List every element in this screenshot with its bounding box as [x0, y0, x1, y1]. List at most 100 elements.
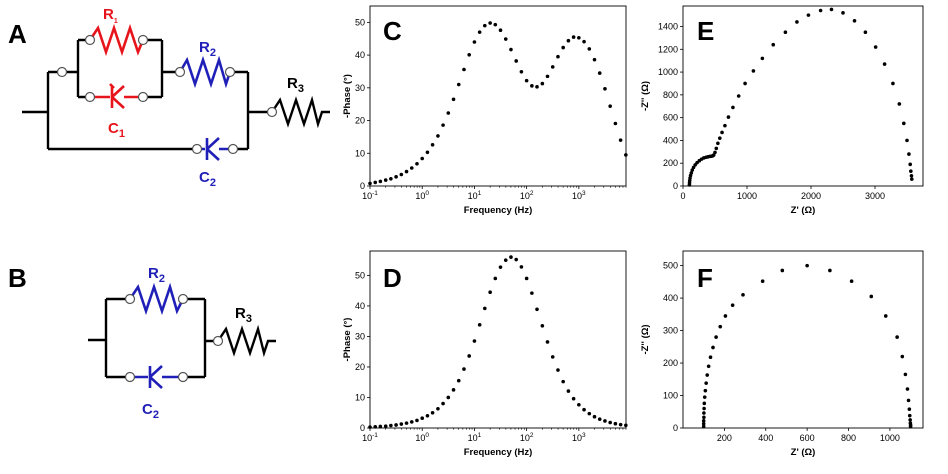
- data-point: [436, 134, 440, 138]
- y-tick-label: 400: [663, 135, 678, 145]
- data-point: [613, 121, 618, 126]
- data-point: [420, 416, 425, 421]
- data-point: [723, 314, 728, 318]
- data-point: [783, 30, 788, 35]
- data-point: [882, 62, 887, 66]
- x-tick-label: 100: [415, 190, 429, 201]
- data-point: [530, 291, 534, 295]
- label-b-r3: R3: [235, 305, 252, 325]
- data-point: [900, 354, 905, 359]
- resistor-b-r3: [217, 324, 276, 358]
- data-point: [482, 23, 487, 28]
- data-point: [908, 424, 913, 429]
- data-point: [571, 35, 576, 39]
- y-tick-label: 0: [673, 423, 678, 433]
- data-point: [873, 45, 878, 49]
- data-point: [451, 97, 456, 102]
- data-point: [597, 71, 602, 75]
- plot-frame: [369, 250, 627, 429]
- data-point: [829, 7, 834, 12]
- data-point: [714, 146, 719, 151]
- data-point: [383, 178, 388, 182]
- x-tick-label: 101: [468, 190, 482, 201]
- cpe-c2: [197, 137, 233, 161]
- data-point: [618, 422, 623, 427]
- circuit-a: A R1 R2: [8, 6, 330, 189]
- label-b-r2: R2: [148, 265, 165, 285]
- data-point: [718, 136, 722, 140]
- data-point: [780, 268, 785, 273]
- data-point: [701, 424, 706, 429]
- x-tick-label: 0: [680, 191, 685, 201]
- y-tick-label: 600: [663, 113, 678, 123]
- x-axis-label: Frequency (Hz): [464, 205, 533, 216]
- data-point: [425, 413, 430, 418]
- data-point: [373, 180, 378, 185]
- data-point: [524, 276, 529, 281]
- x-tick-label: 2000: [801, 191, 821, 201]
- data-point: [383, 424, 388, 428]
- y-tick-label: 200: [663, 158, 678, 168]
- y-tick-label: 1000: [658, 67, 678, 77]
- x-tick-label: 1000: [880, 433, 900, 443]
- data-point: [841, 11, 845, 15]
- data-point: [723, 123, 727, 128]
- y-tick-label: 10: [355, 148, 365, 158]
- data-point: [566, 389, 571, 393]
- plot-frame: [682, 250, 924, 429]
- y-tick-label: 0: [673, 181, 678, 191]
- y-tick-label: 30: [355, 83, 365, 93]
- data-point: [514, 257, 518, 262]
- data-point: [498, 28, 503, 33]
- data-point: [711, 345, 715, 350]
- resistor-r1: [88, 23, 145, 57]
- data-point: [771, 42, 776, 47]
- panel-letter-a: A: [8, 19, 27, 49]
- x-tick-label: 1000: [737, 191, 757, 201]
- data-point: [908, 162, 912, 167]
- data-point: [714, 335, 718, 339]
- data-point: [409, 420, 414, 424]
- data-point: [493, 22, 498, 27]
- data-point: [902, 121, 906, 126]
- circuit-a-nodes: [56, 34, 278, 155]
- data-point: [498, 265, 503, 269]
- data-point: [702, 406, 706, 411]
- y-tick-label: 500: [663, 261, 678, 271]
- x-tick-label: 103: [572, 190, 586, 201]
- y-tick-label: 40: [355, 50, 365, 60]
- data-point: [828, 268, 832, 273]
- data-point: [368, 181, 372, 186]
- data-point: [488, 290, 492, 294]
- data-point: [624, 423, 628, 428]
- y-tick-label: 20: [355, 362, 365, 372]
- data-point: [909, 169, 913, 173]
- y-tick-label: 200: [663, 358, 678, 368]
- y-tick-label: 50: [355, 17, 365, 27]
- resistor-r3: [271, 95, 330, 129]
- data-point: [751, 69, 756, 73]
- x-axis-label: Frequency (Hz): [464, 447, 533, 458]
- data-point: [519, 69, 524, 74]
- data-point: [592, 57, 597, 62]
- data-point: [545, 74, 550, 79]
- x-axis-label: Z' (Ω): [791, 447, 816, 458]
- x-tick-label: 600: [800, 433, 815, 443]
- data-point: [701, 421, 706, 426]
- panel-letter-e: E: [697, 16, 714, 46]
- data-point: [577, 403, 581, 407]
- data-point: [550, 355, 555, 359]
- label-r3: R3: [287, 75, 304, 95]
- data-point: [716, 141, 720, 146]
- circuit-a-wires: [22, 38, 272, 151]
- data-point: [705, 373, 710, 377]
- x-tick-label: 400: [758, 433, 773, 443]
- x-tick-label: 102: [520, 432, 534, 443]
- data-point: [409, 166, 414, 170]
- x-tick-label: 100: [415, 432, 429, 443]
- panel-letter-b: B: [8, 263, 27, 293]
- data-point: [905, 387, 910, 391]
- label-c2: C2: [199, 169, 216, 189]
- data-point: [524, 78, 529, 83]
- data-point: [849, 279, 854, 284]
